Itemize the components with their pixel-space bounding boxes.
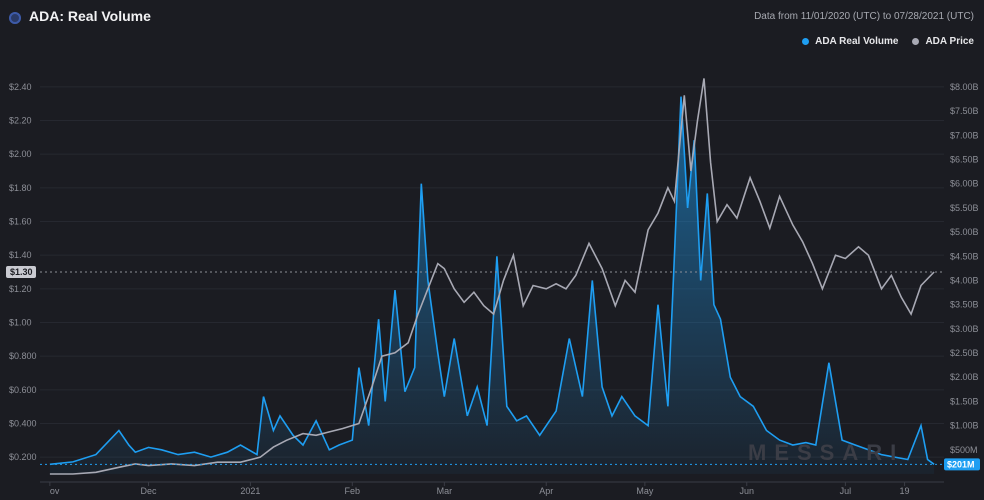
left-axis-tick-label: $0.400 <box>9 419 37 429</box>
legend-item-price[interactable]: ADA Price <box>912 36 974 47</box>
right-axis-tick-label: $8.00B <box>950 82 979 92</box>
price-current-tag: $1.30 <box>6 266 36 278</box>
right-axis-tick-label: $3.50B <box>950 300 979 310</box>
right-axis-ticks: $500M $1.00B $1.50B $2.00B $2.50B $3.00B $3.50… <box>950 82 979 455</box>
right-axis-tick-label: $4.00B <box>950 275 979 285</box>
right-axis-tick-label: $7.00B <box>950 130 979 140</box>
left-axis-tick-label: $1.00 <box>9 318 32 328</box>
volume-legend-dot-icon <box>802 38 810 45</box>
volume-current-label: $201M <box>947 459 975 469</box>
right-axis-tick-label: $7.50B <box>950 106 979 116</box>
left-axis-tick-label: $2.00 <box>9 149 32 159</box>
right-axis-tick-label: $5.50B <box>950 203 979 213</box>
x-axis-tick-label: May <box>636 486 654 496</box>
x-axis-tick-label: Dec <box>140 486 157 496</box>
right-axis-tick-label: $4.50B <box>950 251 979 261</box>
volume-area <box>49 96 935 474</box>
right-axis-tick-label: $2.00B <box>950 372 979 382</box>
x-axis-tick-label: Feb <box>345 486 361 496</box>
legend-label-price: ADA Price <box>925 36 974 47</box>
page-title: ADA: Real Volume <box>29 8 151 24</box>
price-current-label: $1.30 <box>10 267 33 277</box>
x-axis-tick-label: 2021 <box>240 486 260 496</box>
left-axis-ticks: $0.200 $0.400 $0.600 $0.800 $1.00 $1.20 $1.40 $… <box>9 82 37 462</box>
watermark-messari: MESSARI <box>748 440 905 465</box>
x-axis-tick-label: Mar <box>437 486 453 496</box>
ada-logo-icon <box>9 12 21 24</box>
date-range-label: Data from 11/01/2020 (UTC) to 07/28/2021… <box>754 11 974 22</box>
x-axis-ticks: ov Dec 2021 Feb Mar Apr May Jun Jul 19 <box>40 481 944 496</box>
volume-current-tag: $201M <box>944 458 980 471</box>
chart-legend: ADA Real Volume ADA Price <box>802 36 974 47</box>
right-axis-tick-label: $3.00B <box>950 324 979 334</box>
left-axis-tick-label: $0.800 <box>9 351 37 361</box>
x-axis-tick-label: Apr <box>539 486 553 496</box>
right-axis-tick-label: $1.50B <box>950 396 979 406</box>
left-axis-tick-label: $1.80 <box>9 183 32 193</box>
left-axis-tick-label: $0.600 <box>9 385 37 395</box>
x-axis-tick-label: Jul <box>840 486 852 496</box>
chart-header: ADA: Real Volume Data from 11/01/2020 (U… <box>0 0 984 36</box>
x-axis-tick-label: 19 <box>900 486 910 496</box>
right-axis-tick-label: $2.50B <box>950 348 979 358</box>
x-axis-tick-label: ov <box>50 486 60 496</box>
right-axis-tick-label: $6.00B <box>950 179 979 189</box>
legend-item-volume[interactable]: ADA Real Volume <box>802 36 898 47</box>
right-axis-tick-label: $500M <box>950 445 978 455</box>
left-axis-tick-label: $0.200 <box>9 452 37 462</box>
price-legend-dot-icon <box>912 38 920 45</box>
right-axis-tick-label: $6.50B <box>950 155 979 165</box>
price-series-line[interactable] <box>49 78 935 475</box>
left-axis-tick-label: $1.20 <box>9 284 32 294</box>
x-axis-tick-label: Jun <box>740 486 755 496</box>
left-axis-tick-label: $1.40 <box>9 250 32 260</box>
legend-label-volume: ADA Real Volume <box>815 36 899 47</box>
right-axis-tick-label: $5.00B <box>950 227 979 237</box>
left-axis-tick-label: $1.60 <box>9 217 32 227</box>
volume-series-line[interactable] <box>49 96 935 466</box>
left-axis-tick-label: $2.20 <box>9 116 32 126</box>
left-axis-tick-label: $2.40 <box>9 82 32 92</box>
right-axis-tick-label: $1.00B <box>950 421 979 431</box>
